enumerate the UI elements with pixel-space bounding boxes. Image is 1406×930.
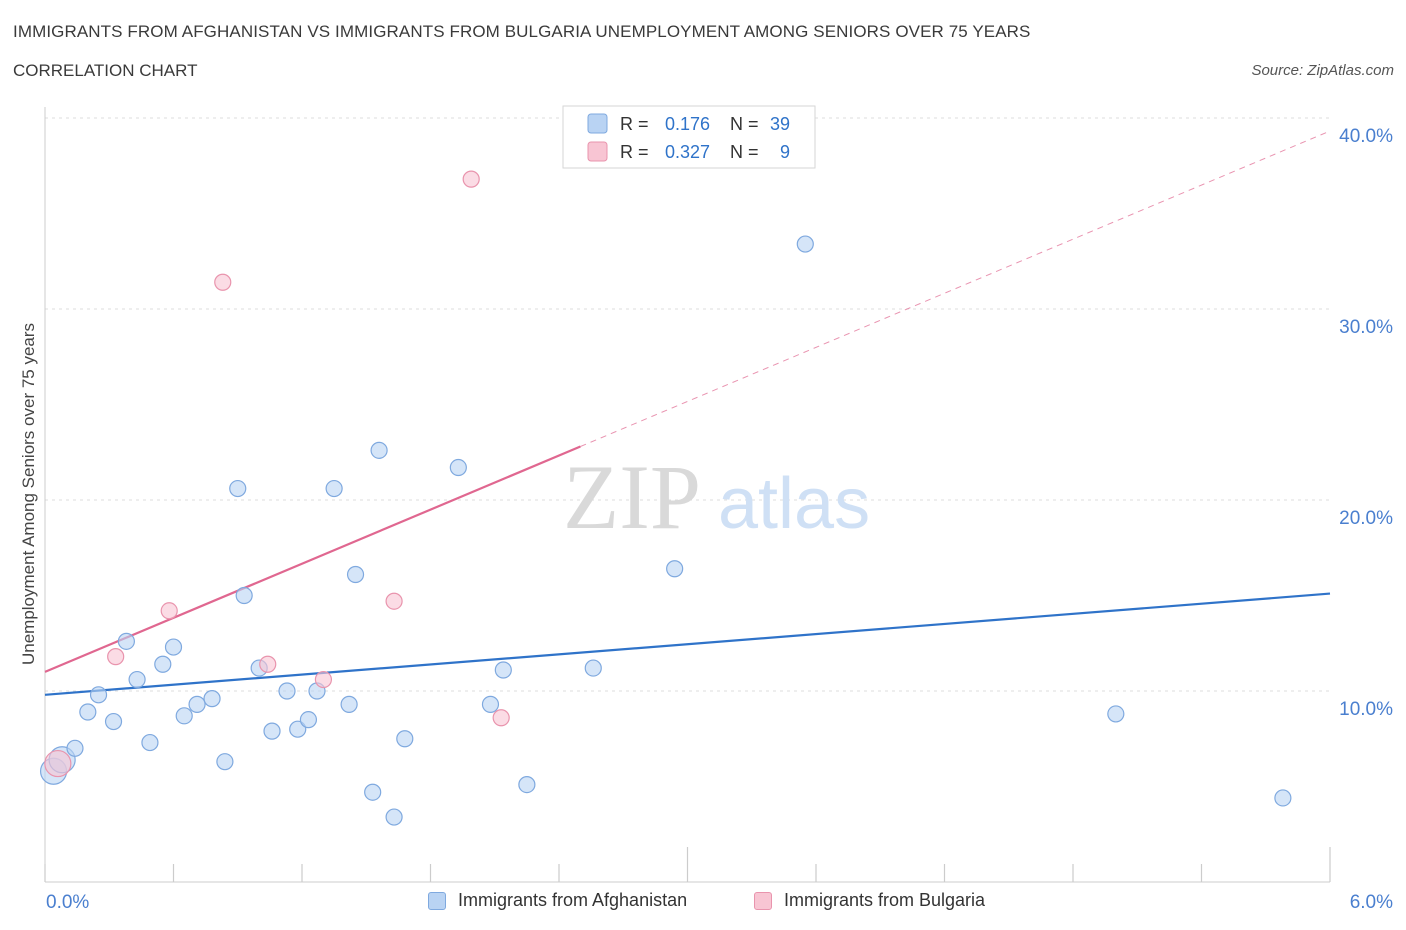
point-blue-15: [229, 479, 247, 498]
legend-swatch-blue: [428, 891, 446, 910]
point-blue-6: [117, 632, 135, 650]
x-tick-label-max: 6.0%: [1350, 892, 1393, 913]
watermark: ZIP atlas: [563, 446, 870, 548]
legend-item-afghanistan: Immigrants from Afghanistan: [428, 890, 687, 911]
legend-r-label-bulgaria: R =: [620, 142, 649, 162]
point-pink-7: [462, 170, 480, 188]
point-pink-0: [44, 749, 72, 778]
axes: [44, 107, 1331, 883]
point-blue-2: [66, 739, 84, 757]
point-blue-7: [128, 670, 146, 689]
y-tick-label-40: 40.0%: [1339, 126, 1393, 147]
legend-r-label-afghanistan: R =: [620, 114, 649, 134]
watermark-zip: ZIP: [563, 446, 701, 548]
x-tick-label-min: 0.0%: [46, 892, 89, 913]
point-blue-19: [278, 682, 296, 700]
trend-lines: [44, 130, 1331, 696]
point-blue-32: [494, 661, 512, 679]
tick-labels: 10.0% 20.0% 30.0% 40.0% 0.0% 6.0%: [46, 126, 1393, 913]
point-blue-29: [396, 730, 414, 748]
legend-r-value-afghanistan: 0.176: [665, 114, 710, 134]
trend-line-pink: [44, 445, 581, 673]
point-blue-14: [216, 753, 234, 771]
point-blue-4: [89, 686, 108, 704]
legend-label-bulgaria: Immigrants from Bulgaria: [784, 890, 986, 910]
point-blue-3: [79, 703, 97, 721]
point-blue-5: [104, 712, 123, 731]
trend-line-blue: [44, 592, 1331, 696]
trend-extension-pink: [580, 130, 1331, 447]
point-blue-9: [154, 655, 172, 673]
point-pink-8: [492, 709, 510, 727]
y-axis-label: Unemployment Among Seniors over 75 years: [19, 323, 38, 665]
point-blue-16: [235, 586, 253, 605]
point-pink-4: [259, 655, 277, 673]
point-pink-6: [385, 592, 403, 610]
point-blue-27: [370, 441, 388, 459]
point-blue-24: [340, 695, 358, 713]
point-blue-25: [346, 565, 365, 584]
point-blue-11: [175, 707, 193, 725]
legend-n-value-bulgaria: 9: [780, 142, 790, 162]
point-blue-18: [263, 722, 281, 740]
point-blue-30: [449, 458, 467, 477]
legend-n-label-afghanistan: N =: [730, 114, 759, 134]
point-blue-35: [666, 560, 684, 578]
point-blue-37: [1107, 705, 1125, 723]
point-pink-2: [160, 602, 178, 620]
point-blue-13: [203, 690, 221, 708]
legend-label-afghanistan: Immigrants from Afghanistan: [458, 890, 688, 910]
data-points: [39, 170, 1292, 826]
point-pink-1: [107, 648, 125, 666]
point-pink-3: [214, 273, 232, 291]
point-blue-36: [796, 235, 814, 253]
point-blue-38: [1274, 789, 1292, 807]
point-blue-10: [164, 638, 183, 656]
point-blue-33: [518, 775, 536, 794]
legend-item-bulgaria: Immigrants from Bulgaria: [754, 890, 985, 911]
point-blue-23: [325, 479, 343, 498]
correlation-legend: R = 0.176 N = 39 R = 0.327 N = 9: [562, 105, 816, 169]
legend-n-label-bulgaria: N =: [730, 142, 759, 162]
legend-n-value-afghanistan: 39: [770, 114, 790, 134]
source-label: Source: ZipAtlas.com: [1251, 62, 1394, 79]
legend-swatch-afghanistan: [587, 113, 608, 134]
grid-lines: [45, 117, 1330, 692]
point-blue-12: [188, 695, 206, 713]
watermark-atlas: atlas: [718, 464, 870, 544]
point-blue-20: [289, 720, 307, 738]
point-blue-8: [141, 733, 159, 752]
chart-title: IMMIGRANTS FROM AFGHANISTAN VS IMMIGRANT…: [13, 22, 1031, 41]
legend-swatch-bulgaria: [587, 141, 608, 162]
point-blue-26: [364, 783, 382, 801]
y-tick-label-20: 20.0%: [1339, 508, 1393, 529]
point-blue-28: [385, 808, 403, 826]
point-blue-34: [584, 659, 602, 677]
point-blue-21: [299, 711, 318, 729]
y-tick-label-30: 30.0%: [1339, 317, 1393, 338]
series-legend: Immigrants from Afghanistan Immigrants f…: [0, 890, 1406, 916]
chart-subtitle: CORRELATION CHART: [13, 61, 198, 80]
legend-r-value-bulgaria: 0.327: [665, 142, 710, 162]
legend-swatch-pink: [754, 891, 772, 910]
point-pink-5: [314, 670, 333, 689]
y-tick-label-10: 10.0%: [1339, 699, 1393, 720]
point-blue-31: [481, 695, 500, 713]
